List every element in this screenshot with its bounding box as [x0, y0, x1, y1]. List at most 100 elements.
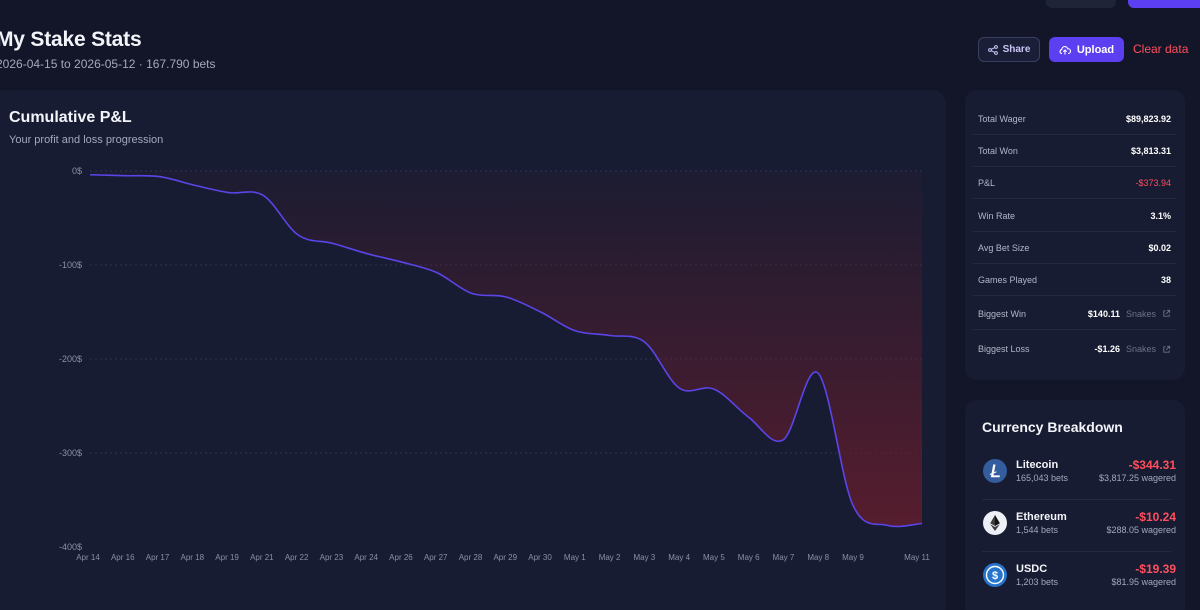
- x-tick-label: May 7: [773, 553, 795, 562]
- currency-name: Ethereum: [1016, 511, 1067, 523]
- currency-pnl: -$344.31: [1128, 458, 1176, 472]
- x-tick-label: May 6: [738, 553, 760, 562]
- x-tick-label: Apr 29: [493, 553, 517, 562]
- y-tick-label: -400$: [59, 542, 82, 552]
- currency-row-litecoin: Litecoin 165,043 bets -$344.31 $3,817.25…: [982, 458, 1176, 492]
- stat-value-group: $89,823.92: [1126, 114, 1171, 124]
- currency-bets: 1,203 bets: [1016, 577, 1059, 587]
- stat-row-total-wager: Total Wager $89,823.92: [973, 103, 1177, 135]
- x-tick-label: Apr 19: [215, 553, 239, 562]
- y-tick-label: 0$: [72, 166, 82, 176]
- stat-value-group: $3,813.31: [1131, 146, 1171, 156]
- x-tick-label: May 4: [668, 553, 690, 562]
- stat-label: Biggest Win: [978, 308, 1027, 319]
- ethereum-icon: [983, 511, 1007, 535]
- x-tick-label: Apr 27: [424, 553, 448, 562]
- x-tick-label: Apr 30: [528, 553, 552, 562]
- x-tick-label: Apr 18: [181, 553, 205, 562]
- litecoin-icon: [983, 459, 1007, 483]
- stats-card: Total Wager $89,823.92 Total Won $3,813.31 P…: [965, 90, 1185, 380]
- stat-row-biggest-loss: Biggest Loss -$1.26 Snakes: [973, 333, 1177, 365]
- external-link-icon[interactable]: [1162, 309, 1171, 318]
- pnl-chart: 0$ -100$ -200$ -300$ -400$Apr 14 Apr 16 Apr 17…: [59, 166, 930, 562]
- x-tick-label: Apr 16: [111, 553, 135, 562]
- x-tick-label: Apr 24: [354, 553, 378, 562]
- stat-label: P&L: [978, 177, 996, 188]
- currency-bets: 1,544 bets: [1016, 525, 1059, 535]
- x-tick-label: May 9: [842, 553, 864, 562]
- currency-wagered: $81.95 wagered: [1111, 577, 1176, 587]
- pnl-series-line: [89, 173, 923, 528]
- currency-wagered: $3,817.25 wagered: [1098, 473, 1176, 483]
- stat-value-group: $0.02: [1148, 243, 1171, 253]
- stat-label: Total Won: [978, 145, 1018, 156]
- svg-text:$: $: [992, 570, 998, 582]
- stat-value-group: -$1.26 Snakes: [1094, 344, 1171, 354]
- currency-name: Litecoin: [1016, 459, 1059, 471]
- currency-pnl: -$19.39: [1135, 562, 1176, 576]
- currency-name: USDC: [1016, 563, 1048, 575]
- currency-wagered: $288.05 wagered: [1106, 525, 1176, 535]
- stat-value: 38: [1160, 274, 1171, 285]
- stat-value-group: 38: [1161, 275, 1171, 285]
- stat-row-p-l: P&L -$373.94: [973, 167, 1177, 199]
- stat-label: Biggest Loss: [978, 344, 1030, 354]
- share-icon: [987, 44, 998, 55]
- stat-row-avg-bet-size: Avg Bet Size $0.02: [973, 232, 1177, 264]
- usdc-icon: $: [983, 563, 1007, 587]
- stat-row-biggest-win: Biggest Win $140.11 Snakes: [973, 298, 1177, 330]
- x-tick-label: May 11: [904, 553, 930, 562]
- x-tick-label: May 1: [564, 553, 586, 562]
- x-tick-label: May 3: [633, 553, 655, 562]
- stat-value: 3.1%: [1150, 210, 1171, 221]
- currency-pnl: -$10.24: [1135, 510, 1176, 524]
- stat-value: $3,813.31: [1130, 145, 1171, 156]
- currency-row-ethereum: Ethereum 1,544 bets -$10.24 $288.05 wage…: [982, 510, 1176, 544]
- page-subtitle: 2026-04-15 to 2026-05-12 · 167.790 bets: [0, 57, 216, 71]
- y-tick-label: -300$: [59, 448, 82, 458]
- divider: [982, 551, 1172, 552]
- cumulative-pnl-card: Cumulative P&L Your profit and loss prog…: [0, 90, 946, 610]
- stat-value-group: $140.11 Snakes: [1088, 309, 1171, 319]
- share-button[interactable]: Share: [978, 37, 1040, 62]
- stat-value: $89,823.92: [1125, 113, 1171, 124]
- stat-row-win-rate: Win Rate 3.1%: [973, 200, 1177, 232]
- x-tick-label: Apr 28: [459, 553, 483, 562]
- currency-bets: 165,043 bets: [1016, 473, 1069, 483]
- stat-value: -$373.94: [1135, 177, 1171, 188]
- stat-label: Games Played: [978, 274, 1038, 285]
- stat-row-total-won: Total Won $3,813.31: [973, 135, 1177, 167]
- stat-value-group: -$373.94: [1135, 178, 1171, 188]
- top-primary-button[interactable]: [1128, 0, 1200, 8]
- x-tick-label: Apr 21: [250, 553, 274, 562]
- x-tick-label: May 2: [599, 553, 621, 562]
- pnl-area-fill: [90, 171, 922, 527]
- clear-data-button[interactable]: Clear data: [1133, 42, 1189, 56]
- stat-label: Win Rate: [978, 210, 1016, 221]
- chart-title: Cumulative P&L: [9, 109, 132, 126]
- x-tick-label: Apr 17: [146, 553, 170, 562]
- y-tick-label: -100$: [59, 260, 82, 270]
- stat-value: -$1.26: [1094, 344, 1120, 354]
- stat-value: $0.02: [1148, 242, 1171, 253]
- currency-breakdown-title: Currency Breakdown: [982, 419, 1123, 435]
- currency-row-usdc: $ USDC 1,203 bets -$19.39 $81.95 wagered: [982, 562, 1176, 596]
- x-tick-label: Apr 26: [389, 553, 413, 562]
- chart-subtitle: Your profit and loss progression: [9, 134, 164, 146]
- share-button-label: Share: [1002, 44, 1031, 55]
- stat-game-link[interactable]: Snakes: [1125, 308, 1156, 319]
- stat-value: $140.11: [1087, 308, 1120, 319]
- stat-row-games-played: Games Played 38: [973, 264, 1177, 296]
- stat-game-link[interactable]: Snakes: [1125, 344, 1156, 354]
- currency-breakdown-card: Currency Breakdown Litecoin 165,043 bets…: [965, 400, 1185, 610]
- x-tick-label: Apr 14: [76, 553, 100, 562]
- external-link-icon[interactable]: [1162, 345, 1171, 354]
- upload-button-label: Upload: [1076, 43, 1115, 56]
- x-tick-label: May 5: [703, 553, 725, 562]
- cloud-upload-icon: [1059, 45, 1071, 54]
- page-title: My Stake Stats: [0, 28, 142, 51]
- top-secondary-button[interactable]: [1046, 0, 1116, 8]
- x-tick-label: Apr 23: [320, 553, 344, 562]
- upload-button[interactable]: Upload: [1049, 37, 1124, 62]
- x-tick-label: Apr 22: [285, 553, 309, 562]
